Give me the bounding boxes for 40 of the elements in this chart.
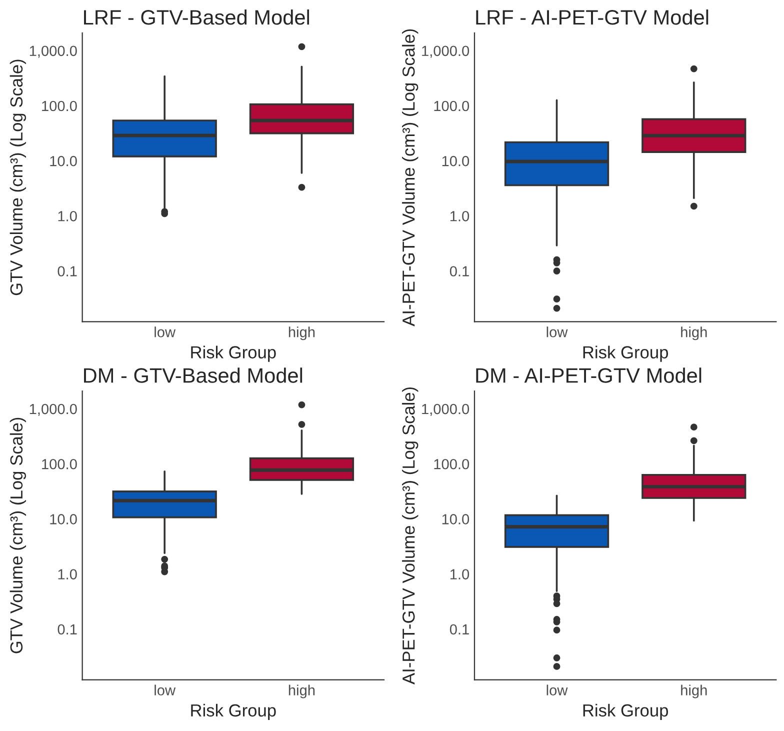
y-tick-label: 1.0 <box>450 569 470 580</box>
x-tick-label: high <box>681 684 707 698</box>
y-tick-label: 0.1 <box>58 266 77 276</box>
y-tick-label: 10.0 <box>50 514 77 524</box>
y-tick-label: 10.0 <box>442 514 470 524</box>
y-tick-label: 1,000.0 <box>30 404 77 416</box>
x-axis-title: Risk Group <box>583 704 668 720</box>
y-tick-label: 1.0 <box>58 569 77 580</box>
y-axis-title: AI-PET-GTV Volume (cm³) (Log Scale) <box>402 29 418 326</box>
y-tick-label: 100.0 <box>434 458 470 470</box>
y-tick-label: 1.0 <box>450 211 470 222</box>
x-tick-label: low <box>154 326 176 338</box>
y-axis-title: GTV Volume (cm³) (Log Scale) <box>10 60 26 296</box>
chart-title: LRF - GTV-Based Model <box>84 9 310 25</box>
x-tick-label: low <box>154 684 176 696</box>
y-tick-label: 0.1 <box>450 266 469 276</box>
chart-title: LRF - AI-PET-GTV Model <box>476 9 708 25</box>
x-tick-label: low <box>546 684 568 696</box>
x-axis-title: Risk Group <box>191 346 276 362</box>
y-axis-title: AI-PET-GTV Volume (cm³) (Log Scale) <box>402 387 418 684</box>
y-tick-label: 100.0 <box>434 100 470 112</box>
x-tick-label: high <box>681 326 707 340</box>
x-axis-title: Risk Group <box>191 704 276 720</box>
chart-title: DM - AI-PET-GTV Model <box>476 368 702 383</box>
y-tick-label: 0.1 <box>450 624 469 635</box>
x-tick-label: high <box>288 326 315 340</box>
x-tick-label: high <box>288 684 315 698</box>
y-tick-label: 1,000.0 <box>30 46 77 58</box>
chart-title: DM - GTV-Based Model <box>84 368 302 383</box>
y-tick-label: 1,000.0 <box>422 404 470 416</box>
y-tick-label: 1,000.0 <box>422 46 470 58</box>
y-tick-label: 100.0 <box>42 458 77 470</box>
y-tick-label: 100.0 <box>42 100 77 112</box>
y-tick-label: 10.0 <box>442 156 470 166</box>
y-tick-label: 10.0 <box>50 156 77 166</box>
x-axis-title: Risk Group <box>583 346 668 362</box>
x-tick-label: low <box>546 326 568 338</box>
y-tick-label: 0.1 <box>58 624 77 635</box>
y-axis-title: GTV Volume (cm³) (Log Scale) <box>10 418 26 654</box>
y-tick-label: 1.0 <box>58 211 77 222</box>
